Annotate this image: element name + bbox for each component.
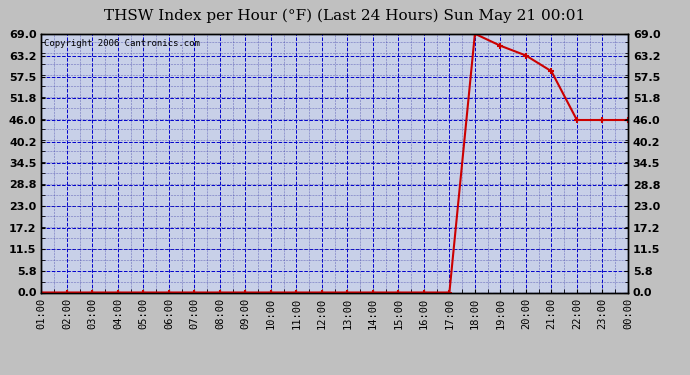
Text: Copyright 2006 Cantronics.com: Copyright 2006 Cantronics.com: [44, 39, 200, 48]
Text: THSW Index per Hour (°F) (Last 24 Hours) Sun May 21 00:01: THSW Index per Hour (°F) (Last 24 Hours)…: [104, 9, 586, 23]
